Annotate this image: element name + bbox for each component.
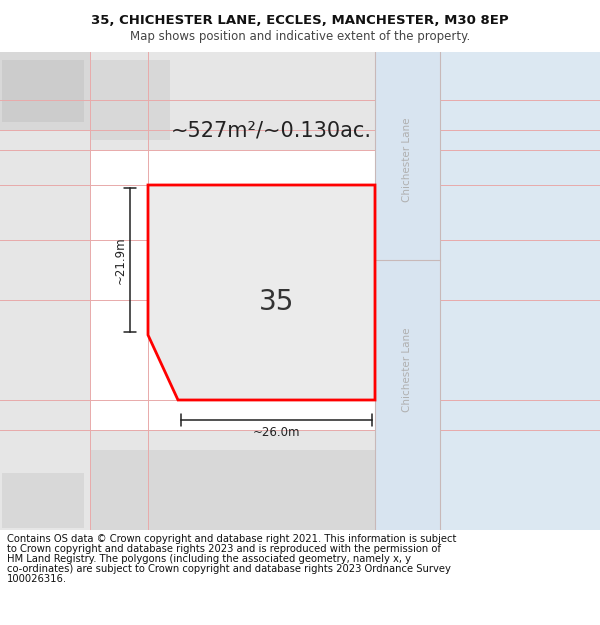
- Polygon shape: [148, 185, 375, 400]
- Bar: [90, 430, 375, 530]
- Text: 35: 35: [259, 289, 294, 316]
- Bar: [2, 473, 84, 528]
- Bar: [90, 60, 170, 140]
- Bar: [90, 52, 375, 150]
- Text: 35, CHICHESTER LANE, ECCLES, MANCHESTER, M30 8EP: 35, CHICHESTER LANE, ECCLES, MANCHESTER,…: [91, 14, 509, 27]
- Bar: [0, 130, 90, 250]
- Bar: [440, 52, 600, 530]
- Text: Contains OS data © Crown copyright and database right 2021. This information is : Contains OS data © Crown copyright and d…: [7, 534, 457, 544]
- Text: Map shows position and indicative extent of the property.: Map shows position and indicative extent…: [130, 30, 470, 43]
- Bar: [90, 450, 200, 530]
- Text: co-ordinates) are subject to Crown copyright and database rights 2023 Ordnance S: co-ordinates) are subject to Crown copyr…: [7, 564, 451, 574]
- Text: ~26.0m: ~26.0m: [253, 426, 300, 439]
- Text: Chichester Lane: Chichester Lane: [403, 118, 413, 202]
- Text: HM Land Registry. The polygons (including the associated geometry, namely x, y: HM Land Registry. The polygons (includin…: [7, 554, 411, 564]
- Bar: [200, 450, 375, 530]
- Text: 100026316.: 100026316.: [7, 574, 67, 584]
- Text: Chichester Lane: Chichester Lane: [403, 328, 413, 412]
- Text: ~527m²/~0.130ac.: ~527m²/~0.130ac.: [171, 120, 372, 140]
- Text: ~21.9m: ~21.9m: [113, 236, 127, 284]
- Bar: [375, 52, 440, 530]
- Text: to Crown copyright and database rights 2023 and is reproduced with the permissio: to Crown copyright and database rights 2…: [7, 544, 441, 554]
- Bar: [0, 52, 90, 130]
- Bar: [0, 380, 90, 530]
- Bar: [0, 250, 90, 380]
- Bar: [185, 240, 340, 365]
- Bar: [2, 60, 84, 122]
